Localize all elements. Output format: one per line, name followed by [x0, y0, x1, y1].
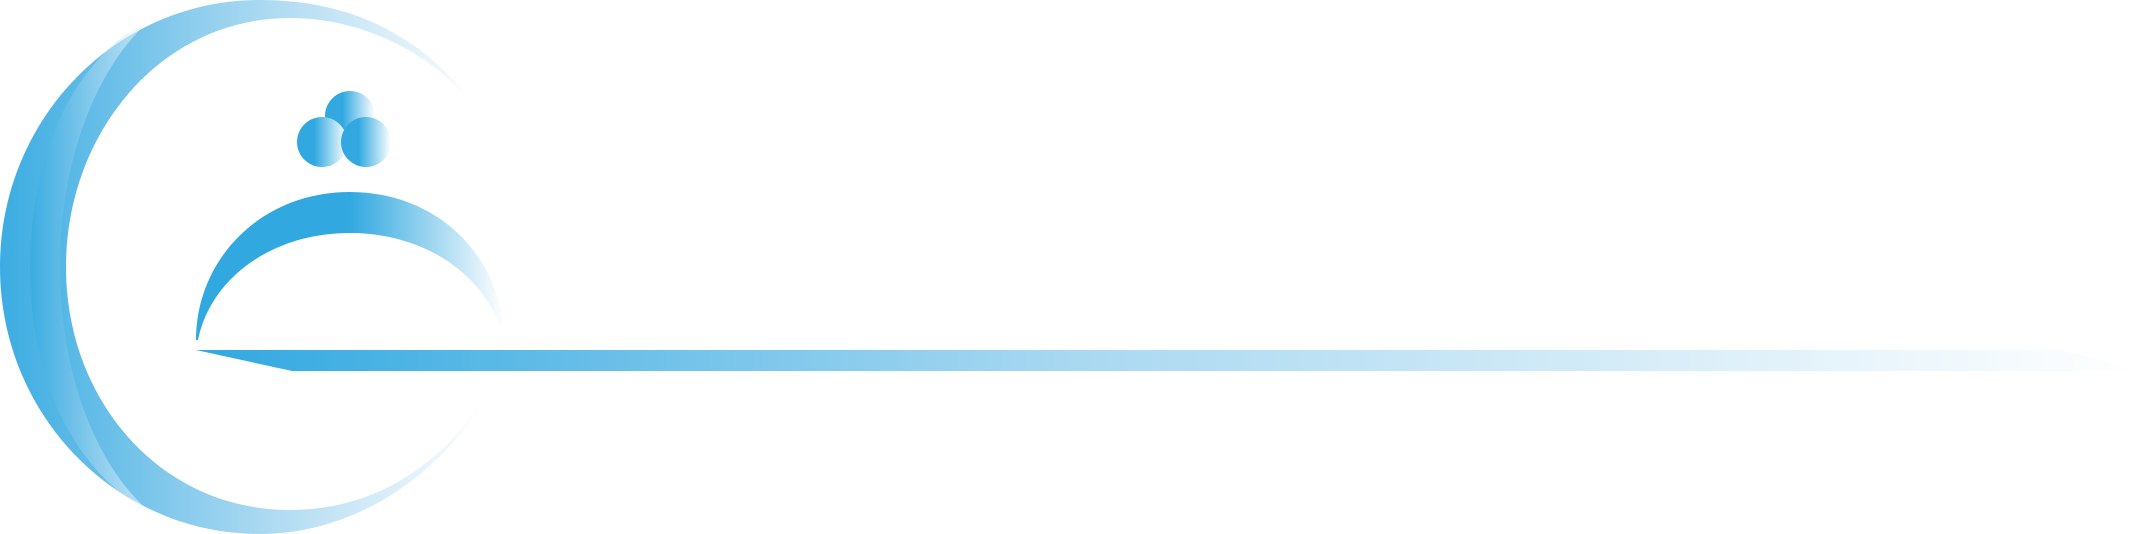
- logo-ring-inner: [30, 20, 150, 512]
- cloche-knob: [297, 91, 391, 167]
- logo-ring-outer: [0, 0, 490, 534]
- cloche-tray: [196, 350, 2143, 371]
- cloche-dome: [196, 192, 504, 340]
